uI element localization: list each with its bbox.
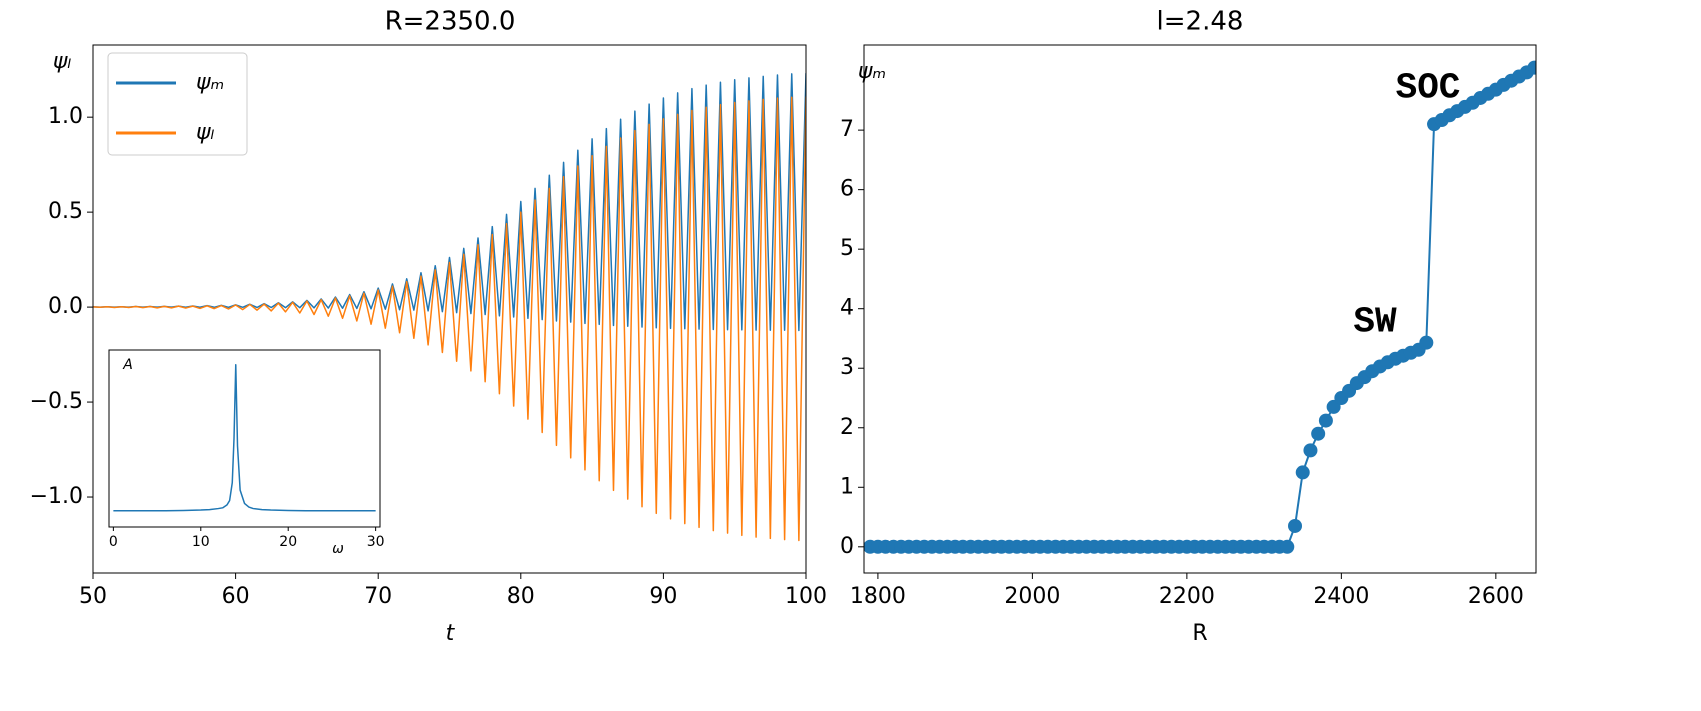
- y-tick-label: 3: [840, 355, 854, 380]
- legend-box: [107, 52, 248, 156]
- x-tick-label: 50: [79, 584, 107, 609]
- chart-title: l=2.48: [1157, 7, 1244, 37]
- plot-area: [113, 364, 376, 512]
- x-axis-label: ω: [332, 541, 344, 557]
- y-tick-label: −0.5: [30, 389, 83, 414]
- y-tick-label: 4: [840, 296, 854, 321]
- x-tick-label: 80: [507, 584, 535, 609]
- y-tick-label: 6: [840, 177, 854, 202]
- y-tick-label: 0: [840, 534, 854, 559]
- plot-area: [864, 60, 1536, 554]
- inset-background: [109, 350, 380, 527]
- y-tick-label: 1.0: [48, 104, 83, 129]
- series-line: [870, 66, 1535, 548]
- axes-frame: [108, 349, 381, 528]
- x-tick-label: 0: [109, 534, 118, 550]
- legend-label: ψₘ: [196, 70, 224, 95]
- annotation: SW: [1353, 302, 1397, 343]
- chart-title: R=2350.0: [385, 7, 516, 37]
- x-tick-label: 60: [222, 584, 250, 609]
- x-tick-label: 2200: [1159, 584, 1215, 609]
- y-axis-label: ψₗ: [53, 49, 72, 74]
- marker: [1280, 539, 1295, 554]
- y-tick-label: 0.5: [48, 199, 83, 224]
- axes-frame: [92, 44, 807, 574]
- marker: [1311, 426, 1326, 441]
- x-tick-label: 30: [367, 534, 385, 550]
- marker: [1288, 518, 1303, 533]
- x-tick-label: 100: [785, 584, 827, 609]
- annotation: SOC: [1396, 68, 1461, 109]
- y-tick-label: 1: [840, 474, 854, 499]
- y-tick-label: 5: [840, 236, 854, 261]
- series-line: [113, 364, 376, 512]
- marker: [1527, 60, 1536, 75]
- x-tick-label: 90: [649, 584, 677, 609]
- series-line: [93, 96, 806, 542]
- legend-label: ψₗ: [196, 120, 215, 145]
- y-tick-label: 7: [840, 117, 854, 142]
- x-tick-label: 20: [279, 534, 297, 550]
- marker: [1318, 413, 1333, 428]
- series-line: [93, 73, 806, 332]
- x-tick-label: 1800: [850, 584, 906, 609]
- x-axis-label: t: [446, 621, 456, 646]
- marker: [1419, 335, 1434, 350]
- marker: [1295, 465, 1310, 480]
- x-axis-label: R: [1192, 621, 1207, 646]
- x-tick-label: 70: [364, 584, 392, 609]
- y-axis-label: A: [122, 357, 133, 373]
- x-tick-label: 2600: [1468, 584, 1524, 609]
- y-tick-label: 0.0: [48, 294, 83, 319]
- x-tick-label: 2000: [1004, 584, 1060, 609]
- plot-area: [93, 73, 806, 542]
- marker: [1303, 443, 1318, 458]
- x-tick-label: 10: [192, 534, 210, 550]
- y-axis-label: ψₘ: [858, 59, 886, 84]
- y-tick-label: −1.0: [30, 484, 83, 509]
- x-tick-label: 2400: [1313, 584, 1369, 609]
- y-tick-label: 2: [840, 415, 854, 440]
